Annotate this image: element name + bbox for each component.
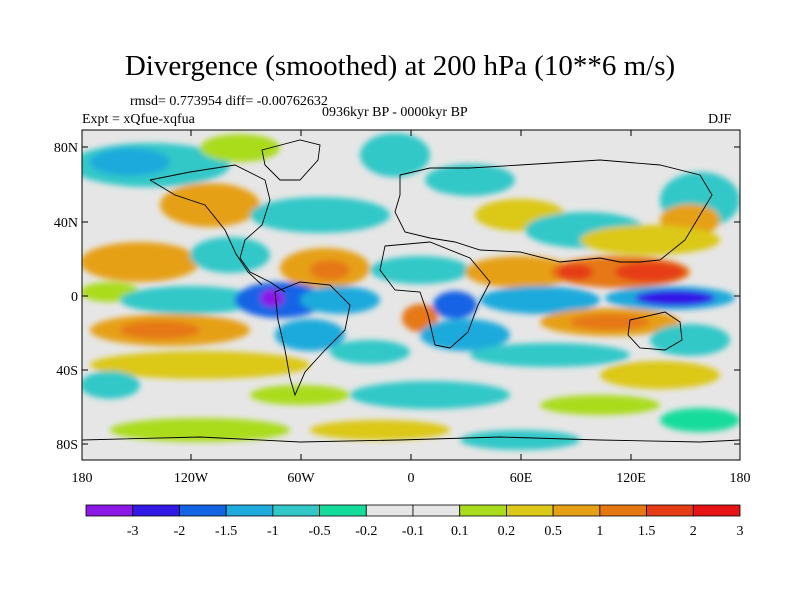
field-patch bbox=[110, 418, 290, 442]
y-tick-label: 40N bbox=[54, 216, 78, 231]
field-patch bbox=[250, 197, 390, 233]
field-patch bbox=[465, 256, 575, 288]
field-patch bbox=[300, 286, 380, 314]
field-patch bbox=[120, 321, 200, 339]
field-patch bbox=[460, 430, 580, 450]
season-label: DJF bbox=[708, 112, 732, 127]
coastline-north-america bbox=[149, 164, 286, 293]
colorbar-label: 0.2 bbox=[498, 524, 516, 539]
field-patch bbox=[82, 242, 200, 282]
field-patch bbox=[330, 340, 410, 364]
y-tick-label: 0 bbox=[71, 290, 78, 305]
colorbar-label: 1 bbox=[596, 524, 603, 539]
field-patch bbox=[615, 262, 685, 282]
colorbar-swatch bbox=[272, 504, 320, 517]
field-patch bbox=[425, 164, 515, 196]
y-axis-labels: 80N 40N 0 40S 80S bbox=[54, 141, 78, 453]
field-patch bbox=[570, 314, 650, 330]
field-patch bbox=[350, 381, 510, 409]
x-tick-label: 120E bbox=[616, 471, 646, 486]
field-patch bbox=[480, 286, 600, 314]
x-tick-label: 0 bbox=[408, 471, 415, 486]
colorbar-swatch bbox=[692, 504, 741, 517]
colorbar-swatch bbox=[646, 504, 694, 517]
colorbar-labels: -3 -2 -1.5 -1 -0.5 -0.2 -0.1 0.1 0.2 0.5 1 1.5 2 3 bbox=[127, 524, 744, 539]
axis-ticks bbox=[81, 130, 741, 460]
colorbar-label: -1 bbox=[267, 524, 279, 539]
field-patch bbox=[260, 289, 284, 307]
x-tick-label: 180 bbox=[72, 471, 93, 486]
divergence-field bbox=[82, 130, 740, 460]
stats-text: rmsd= 0.773954 diff= -0.00762632 bbox=[130, 94, 328, 109]
x-axis-labels: 180 120W 60W 0 60E 120E 180 bbox=[72, 471, 751, 486]
colorbar bbox=[85, 504, 741, 517]
colorbar-label: -3 bbox=[127, 524, 139, 539]
field-patch bbox=[600, 361, 720, 389]
field-patch bbox=[310, 260, 350, 280]
colorbar-swatch bbox=[599, 504, 647, 517]
field-patch bbox=[250, 385, 350, 405]
field-patch bbox=[635, 290, 715, 306]
field-patch bbox=[82, 371, 140, 399]
field-patch bbox=[160, 183, 260, 227]
colorbar-label: 1.5 bbox=[638, 524, 656, 539]
colorbar-swatch bbox=[85, 504, 134, 517]
coastline-africa bbox=[379, 241, 491, 349]
colorbar-swatch bbox=[365, 504, 414, 517]
colorbar-swatch bbox=[319, 504, 367, 517]
field-patch bbox=[200, 134, 280, 162]
x-tick-label: 60E bbox=[510, 471, 533, 486]
field-patch bbox=[190, 237, 270, 273]
x-tick-label: 180 bbox=[730, 471, 751, 486]
colorbar-label: 0.5 bbox=[544, 524, 562, 539]
colorbar-label: 2 bbox=[690, 524, 697, 539]
field-patch bbox=[120, 286, 260, 314]
colorbar-label: -0.1 bbox=[402, 524, 424, 539]
x-tick-label: 120W bbox=[174, 471, 209, 486]
colorbar-label: -0.2 bbox=[355, 524, 377, 539]
colorbar-label: -2 bbox=[174, 524, 186, 539]
field-patch bbox=[557, 264, 593, 280]
coastline-greenland bbox=[261, 139, 321, 181]
field-patch bbox=[580, 225, 720, 255]
y-tick-label: 80S bbox=[56, 438, 78, 453]
field-patch bbox=[360, 133, 430, 177]
colorbar-swatch bbox=[132, 504, 180, 517]
colorbar-label: 0.1 bbox=[451, 524, 469, 539]
coastlines bbox=[82, 139, 740, 443]
field-patch bbox=[650, 324, 730, 356]
field-patch bbox=[90, 351, 310, 379]
x-tick-label: 60W bbox=[287, 471, 315, 486]
field-patch bbox=[310, 420, 450, 440]
y-tick-label: 80N bbox=[54, 141, 78, 156]
coastline-australia bbox=[627, 311, 683, 351]
field-patch bbox=[370, 256, 470, 284]
field-patch bbox=[275, 319, 345, 351]
field-patch bbox=[402, 304, 438, 332]
field-patch bbox=[660, 408, 740, 432]
coastline-antarctica bbox=[82, 436, 740, 443]
colorbar-swatch bbox=[552, 504, 601, 517]
field-patch bbox=[90, 148, 170, 176]
colorbar-swatch bbox=[459, 504, 507, 517]
colorbar-swatch bbox=[506, 504, 554, 517]
field-patch bbox=[433, 291, 477, 319]
colorbar-swatch bbox=[225, 504, 274, 517]
colorbar-label: -1.5 bbox=[215, 524, 237, 539]
colorbar-swatch bbox=[412, 504, 461, 517]
colorbar-swatch bbox=[179, 504, 227, 517]
coastline-eurasia bbox=[394, 159, 713, 263]
field-patch bbox=[470, 343, 630, 367]
coastline-north-america-west bbox=[149, 179, 263, 286]
colorbar-label: -0.5 bbox=[308, 524, 330, 539]
coastline-south-america bbox=[274, 281, 351, 397]
field-patch bbox=[540, 395, 660, 415]
colorbar-label: 3 bbox=[737, 524, 744, 539]
map-title: Divergence (smoothed) at 200 hPa (10**6 … bbox=[124, 50, 676, 82]
period-label: 0936kyr BP - 0000kyr BP bbox=[322, 105, 468, 120]
y-tick-label: 40S bbox=[56, 364, 78, 379]
experiment-label: Expt = xQfue-xqfua bbox=[82, 112, 195, 127]
